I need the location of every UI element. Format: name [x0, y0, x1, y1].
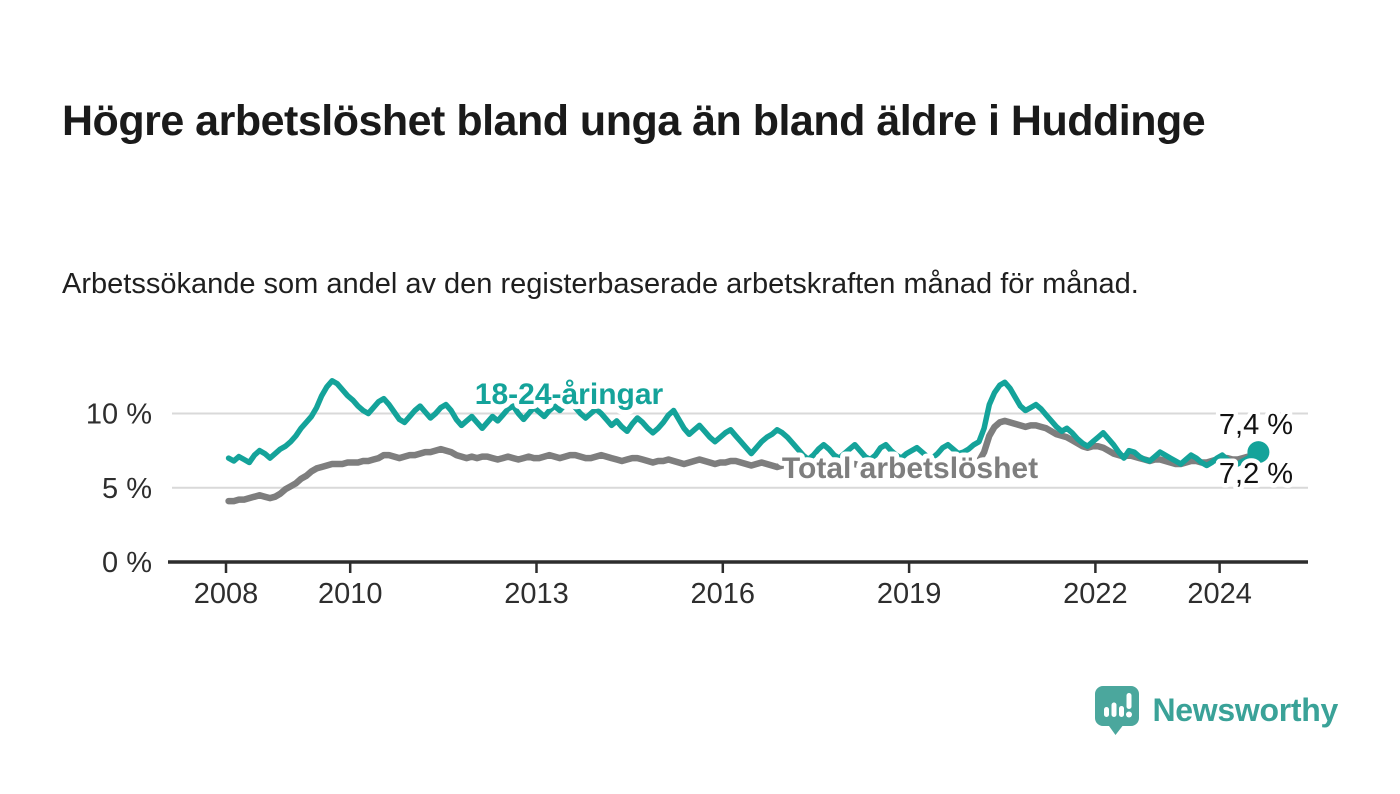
brand-logo: Newsworthy [1093, 684, 1339, 736]
x-axis-label-2022: 2022 [1063, 578, 1128, 610]
brand-logo-text: Newsworthy [1152, 691, 1339, 728]
y-axis-label-5pct: 5 % [102, 473, 152, 505]
x-axis-label-2008: 2008 [194, 578, 259, 610]
newsworthy-logo-icon [1094, 686, 1139, 735]
page-title: Högre arbetslöshet bland unga än bland ä… [62, 96, 1206, 145]
x-axis-label-2024: 2024 [1187, 578, 1252, 610]
x-axis-label-2013: 2013 [504, 578, 569, 610]
unemployment-line-chart: 2008 2010 2013 2016 2019 2022 2024 0 % 5 % 10 % 18… [86, 373, 1308, 610]
series-label-total: Total arbetslöshet [782, 452, 1038, 485]
x-axis-label-2019: 2019 [877, 578, 942, 610]
end-value-total: 7,2 % [1219, 458, 1293, 490]
y-axis-label-0pct: 0 % [102, 547, 152, 579]
series-label-young: 18-24-åringar [475, 378, 664, 411]
series-end-dot-young [1247, 441, 1270, 464]
x-axis-label-2010: 2010 [318, 578, 383, 610]
series-line-young [225, 378, 1262, 469]
end-value-young: 7,4 % [1219, 409, 1293, 441]
page-subtitle: Arbetssökande som andel av den registerb… [62, 268, 1139, 300]
x-axis-label-2016: 2016 [691, 578, 756, 610]
y-axis-label-10pct: 10 % [86, 399, 152, 431]
